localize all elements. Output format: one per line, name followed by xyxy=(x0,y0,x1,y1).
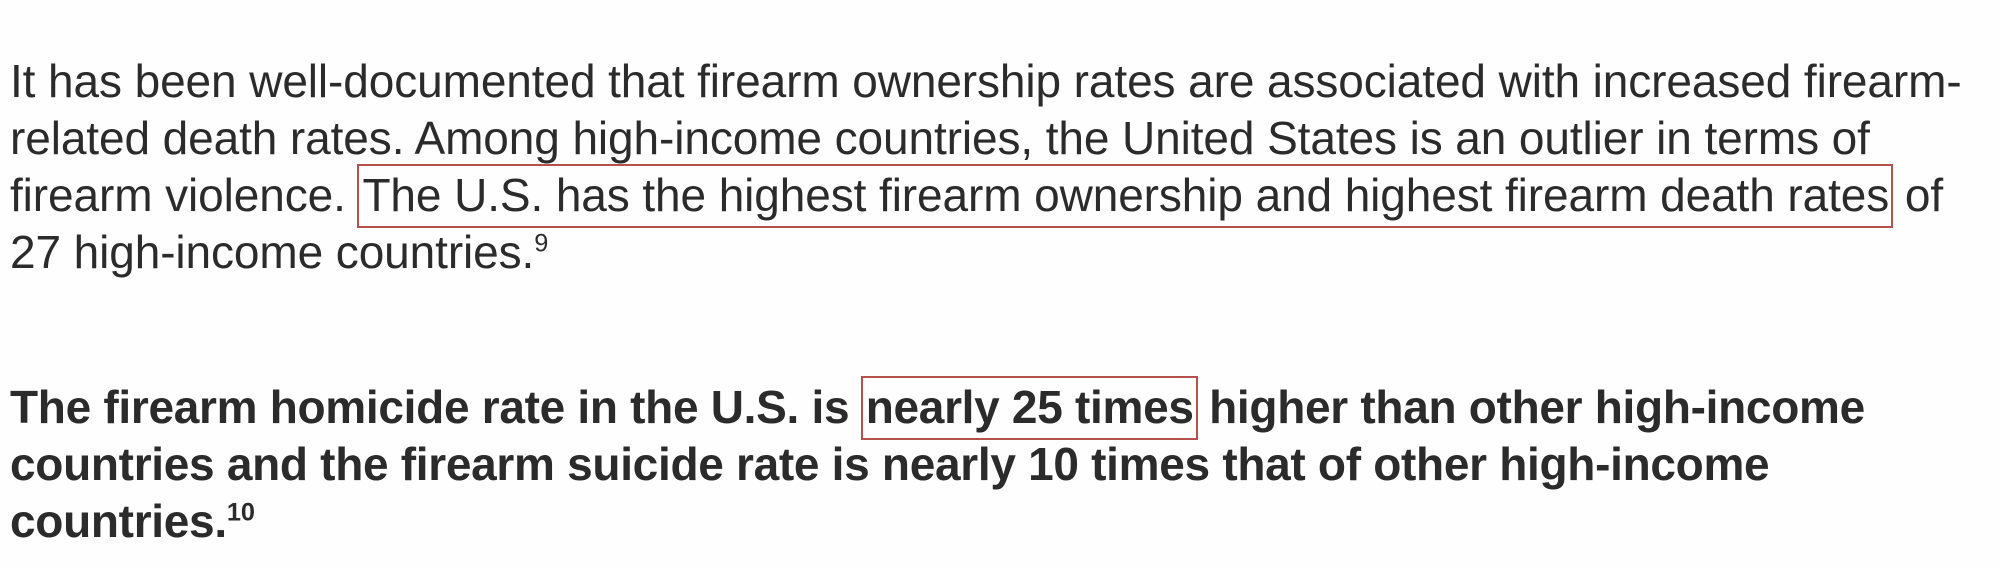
paragraph-1-text-after-highlight: of 27 high-income countries. xyxy=(10,169,1944,278)
paragraph-2-text-before-highlight: The firearm homicide rate in the U.S. is xyxy=(10,381,862,433)
document-page: It has been well-documented that firearm… xyxy=(0,46,2000,567)
paragraph-firearm-ownership: It has been well-documented that firearm… xyxy=(10,46,1990,281)
annotation-box-firearm-death-rates[interactable]: The U.S. has the highest firearm ownersh… xyxy=(357,164,1894,228)
annotation-box-nearly-25-times[interactable]: nearly 25 times xyxy=(860,376,1198,440)
footnote-reference-9[interactable]: 9 xyxy=(534,229,549,258)
footnote-reference-10[interactable]: 10 xyxy=(226,498,255,527)
paragraph-homicide-rate: The firearm homicide rate in the U.S. is… xyxy=(10,327,1990,550)
paragraph-1-text-before-highlight: It has been well-documented that firearm… xyxy=(10,55,1962,221)
